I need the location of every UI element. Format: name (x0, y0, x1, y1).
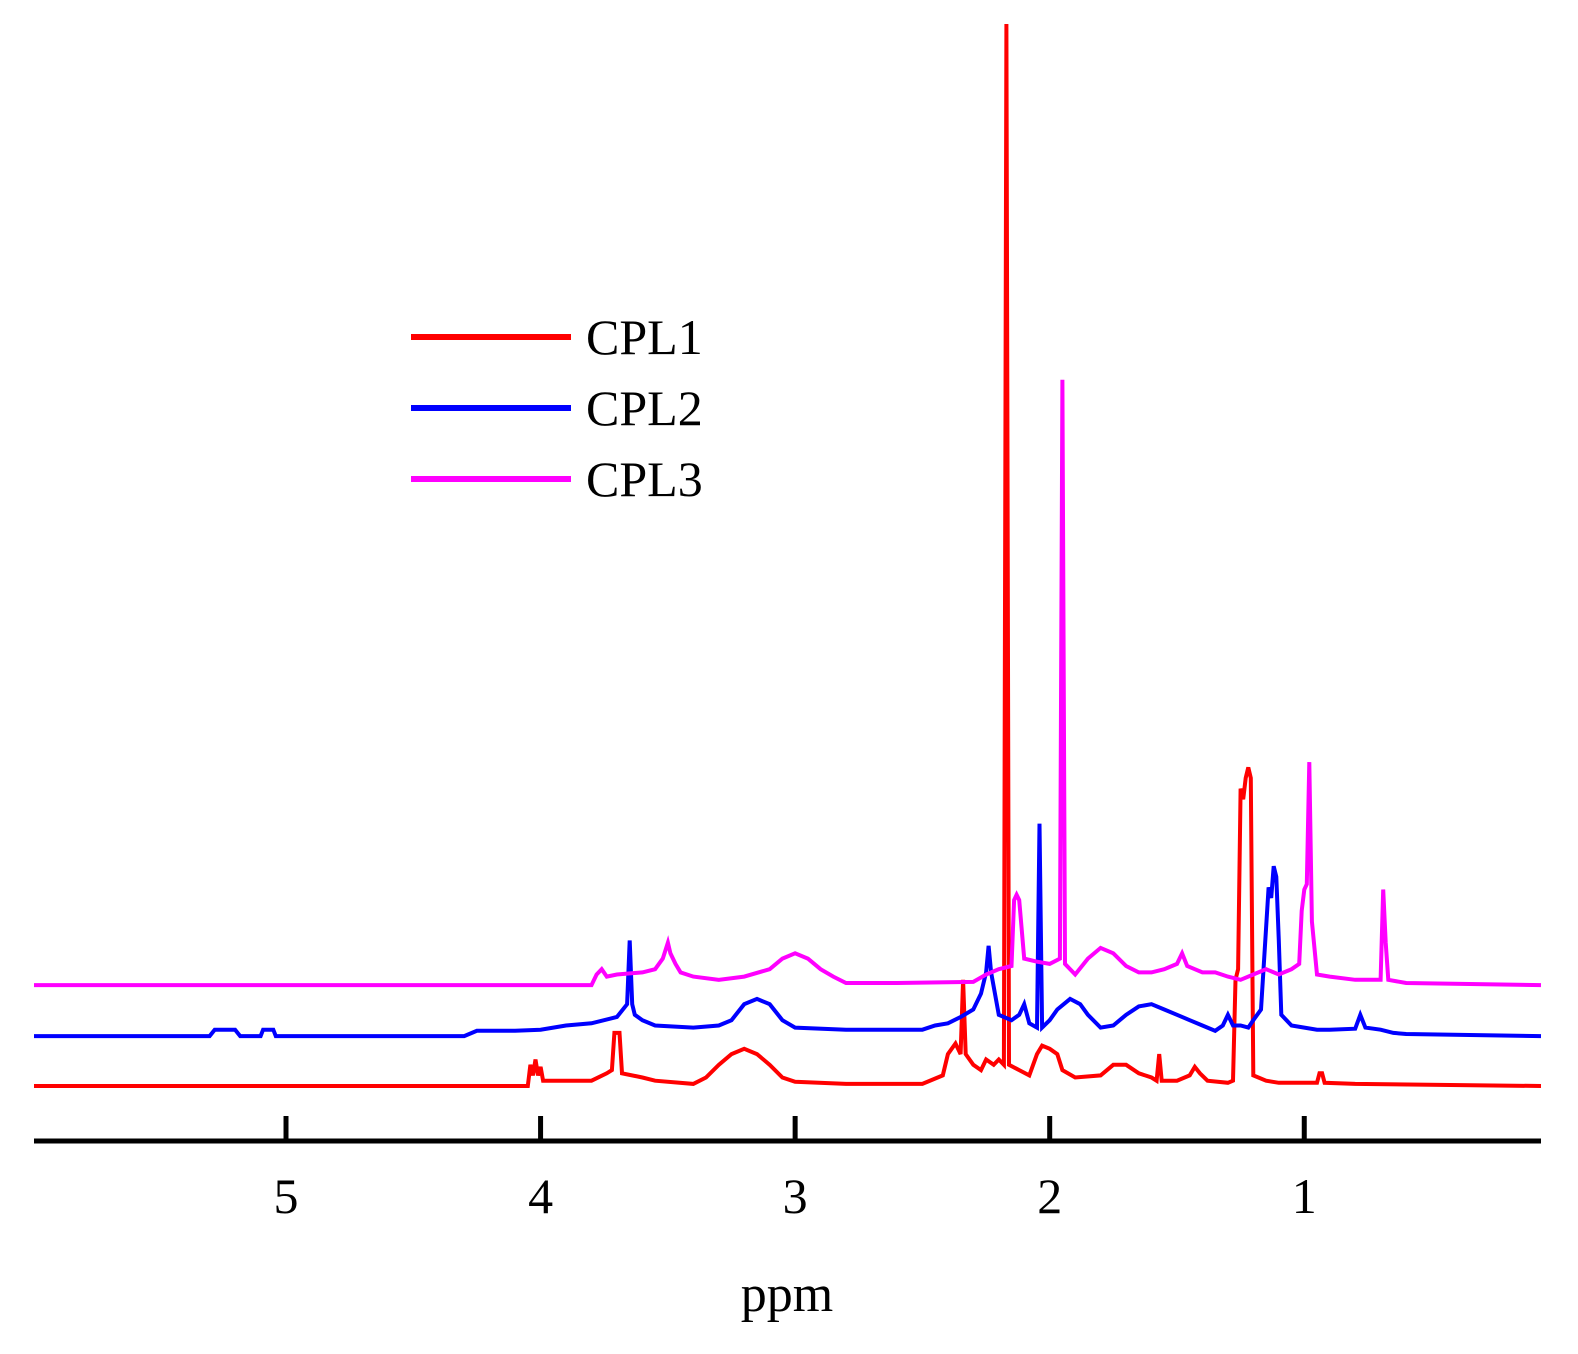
x-tick-label-3: 3 (783, 1168, 808, 1224)
legend-label-cpl2: CPL2 (586, 380, 703, 436)
legend-label-cpl1: CPL1 (586, 309, 703, 365)
x-tick-label-4: 4 (528, 1168, 553, 1224)
x-tick-label-5: 5 (274, 1168, 299, 1224)
series-line-cpl1 (34, 23, 1542, 1088)
series-line-cpl2 (34, 823, 1542, 1039)
legend: CPL1 CPL2 CPL3 (411, 309, 703, 507)
x-axis-title: ppm (741, 1266, 833, 1323)
x-axis-ticks: 5 4 3 2 1 (274, 1116, 1317, 1224)
series-layer (34, 23, 1542, 1088)
series-line-cpl3 (34, 379, 1542, 988)
legend-label-cpl3: CPL3 (586, 451, 703, 507)
x-tick-label-2: 2 (1037, 1168, 1062, 1224)
x-tick-label-1: 1 (1292, 1168, 1317, 1224)
